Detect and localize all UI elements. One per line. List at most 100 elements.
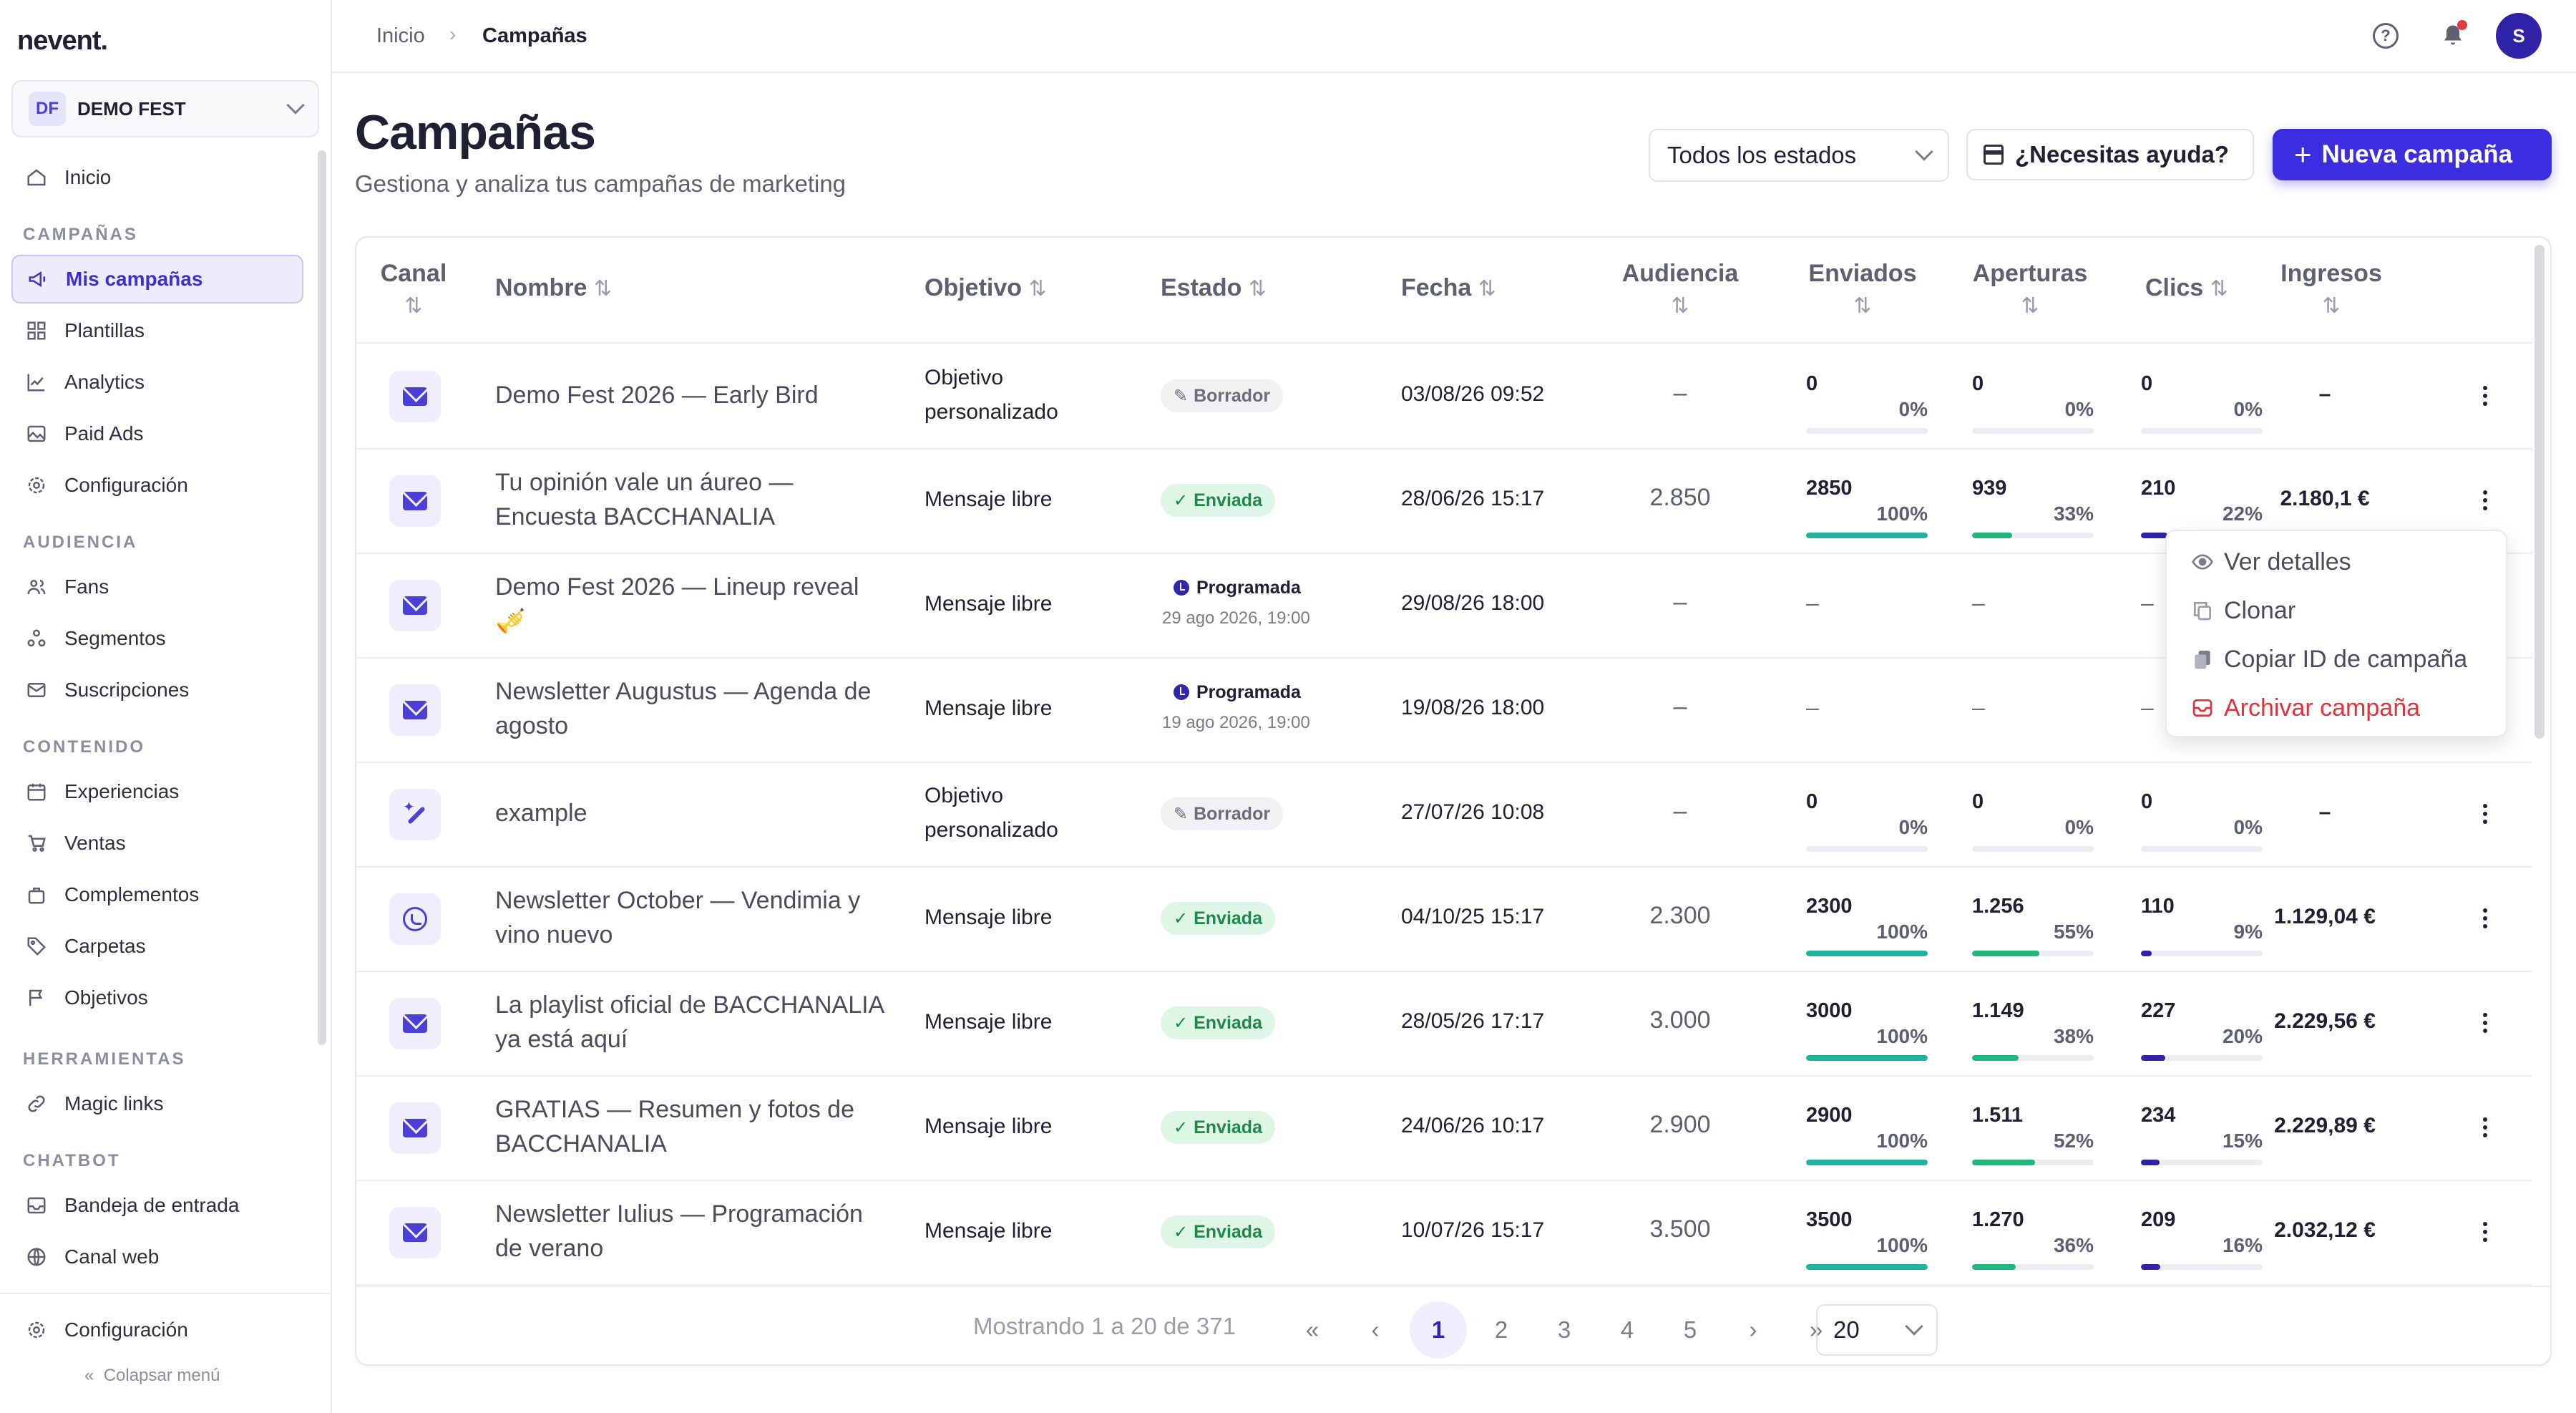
sort-icon[interactable]: ⇅ (2322, 294, 2341, 318)
next-page-button[interactable]: › (1749, 1316, 1757, 1343)
sort-icon[interactable]: ⇅ (593, 277, 613, 301)
sidebar-item-segments[interactable]: Segmentos (11, 614, 303, 663)
campaign-name[interactable]: Newsletter Augustus — Agenda de agosto (495, 678, 872, 739)
table-scrollbar[interactable] (2534, 245, 2545, 739)
bell-icon[interactable] (2440, 21, 2466, 49)
section-campaigns: CAMPAÑAS (23, 225, 138, 244)
table-row[interactable]: example Objetivo personalizado ✎Borrador 27… (356, 762, 2532, 866)
sort-icon[interactable]: ⇅ (1248, 277, 1267, 301)
page-button[interactable]: 4 (1620, 1316, 1634, 1343)
table-row[interactable]: La playlist oficial de BACCHANALIA ya es… (356, 971, 2532, 1075)
sidebar-item-sales[interactable]: Ventas (11, 819, 303, 868)
column-header-enviados[interactable]: Enviados ⇅ (1787, 258, 1938, 322)
column-header-clics[interactable]: Clics ⇅ (2145, 272, 2228, 305)
sort-icon[interactable]: ⇅ (1028, 277, 1047, 301)
table-row[interactable]: Newsletter October — Vendimia y vino nue… (356, 866, 2532, 971)
sidebar-scrollbar[interactable] (318, 150, 326, 1045)
campaign-name[interactable]: example (495, 800, 587, 827)
status-badge: ✎ Borrador (1161, 797, 1284, 830)
page-button[interactable]: 1 (1410, 1301, 1467, 1359)
row-divider (356, 657, 2532, 659)
column-header-objetivo[interactable]: Objetivo ⇅ (924, 272, 1047, 305)
more-actions-icon[interactable] (2474, 800, 2496, 828)
campaign-name[interactable]: Tu opinión vale un áureo — Encuesta BACC… (495, 469, 794, 530)
menu-item-view-details[interactable]: Ver detalles (2191, 544, 2351, 580)
campaign-name[interactable]: Demo Fest 2026 — Lineup reveal 🎺 (495, 573, 859, 635)
more-actions-icon[interactable] (2474, 382, 2496, 410)
column-header-canal[interactable]: Canal ⇅ (364, 258, 464, 322)
pencil-icon: ✎ (1174, 804, 1189, 824)
column-header-audiencia[interactable]: Audiencia ⇅ (1616, 258, 1745, 322)
sort-icon[interactable]: ⇅ (1853, 294, 1872, 318)
page-button[interactable]: 5 (1683, 1316, 1697, 1343)
campaign-name[interactable]: GRATIAS — Resumen y fotos de BACCHANALIA (495, 1096, 854, 1157)
more-actions-icon[interactable] (2474, 1113, 2496, 1142)
sidebar-item-home[interactable]: Inicio (11, 153, 303, 202)
progress-bar (2141, 428, 2263, 434)
prev-page-button[interactable]: ‹ (1371, 1316, 1380, 1343)
menu-item-clone[interactable]: Clonar (2191, 593, 2296, 628)
new-campaign-button[interactable]: + Nueva campaña (2273, 129, 2552, 180)
more-actions-icon[interactable] (2474, 904, 2496, 933)
sidebar-item-label: Paid Ads (64, 422, 144, 445)
collapse-menu-button[interactable]: « Colapsar menú (84, 1366, 220, 1386)
sidebar-item-folders[interactable]: Carpetas (11, 922, 303, 971)
table-row[interactable]: Newsletter Iulius — Programación de vera… (356, 1180, 2532, 1284)
sort-icon[interactable]: ⇅ (1478, 277, 1496, 301)
first-page-button[interactable]: « (1305, 1316, 1319, 1343)
column-header-aperturas[interactable]: Aperturas ⇅ (1955, 258, 2105, 322)
sidebar-item-goals[interactable]: Objetivos (11, 973, 303, 1022)
column-header-nombre[interactable]: Nombre ⇅ (495, 272, 612, 305)
sidebar-item-config[interactable]: Configuración (11, 461, 303, 510)
column-header-estado[interactable]: Estado ⇅ (1161, 272, 1267, 305)
sort-icon[interactable]: ⇅ (2021, 294, 2039, 318)
sort-icon[interactable]: ⇅ (404, 294, 423, 318)
sidebar-item-complements[interactable]: Complementos (11, 870, 303, 919)
column-header-label: Estado (1161, 274, 1242, 301)
breadcrumb-home[interactable]: Inicio (376, 24, 425, 47)
campaign-name[interactable]: La playlist oficial de BACCHANALIA ya es… (495, 991, 884, 1053)
table-row[interactable]: Newsletter Augustus — Agenda de agosto Me… (356, 657, 2532, 762)
sidebar-footer-config[interactable]: Configuración (11, 1306, 303, 1354)
page-button[interactable]: 2 (1494, 1316, 1508, 1343)
campaign-name[interactable]: Newsletter Iulius — Programación de vera… (495, 1200, 863, 1262)
status-label: Borrador (1194, 385, 1271, 406)
sidebar-item-fans[interactable]: Fans (11, 563, 303, 611)
campaign-name[interactable]: Demo Fest 2026 — Early Bird (495, 382, 819, 409)
last-page-button[interactable]: » (1809, 1316, 1823, 1343)
menu-item-copy-id[interactable]: Copiar ID de campaña (2191, 641, 2467, 677)
sidebar-item-subscriptions[interactable]: Suscripciones (11, 666, 303, 714)
sort-icon[interactable]: ⇅ (2210, 277, 2228, 301)
org-selector[interactable]: DF DEMO FEST (11, 80, 319, 137)
sidebar-item-my-campaigns[interactable]: Mis campañas (11, 255, 303, 304)
help-button[interactable]: ¿Necesitas ayuda? (1966, 129, 2254, 180)
sidebar-item-web-channel[interactable]: Canal web (11, 1233, 303, 1281)
per-page-select[interactable]: 20 (1816, 1304, 1938, 1356)
sidebar-item-inbox[interactable]: Bandeja de entrada (11, 1181, 303, 1230)
status-filter-select[interactable]: Todos los estados (1649, 129, 1949, 182)
campaign-date: 28/06/26 15:17 (1401, 487, 1545, 510)
sidebar-item-templates[interactable]: Plantillas (11, 306, 303, 355)
sidebar-item-experiences[interactable]: Experiencias (11, 767, 303, 816)
sidebar-item-label: Analytics (64, 371, 145, 393)
section-chatbot: CHATBOT (23, 1151, 121, 1170)
sidebar-item-magic-links[interactable]: Magic links (11, 1079, 303, 1128)
more-actions-icon[interactable] (2474, 486, 2496, 515)
menu-item-archive[interactable]: Archivar campaña (2191, 690, 2420, 726)
avatar[interactable]: S (2496, 13, 2542, 59)
column-header-ingresos[interactable]: Ingresos ⇅ (2260, 258, 2403, 322)
table-row[interactable]: Tu opinión vale un áureo — Encuesta BACC… (356, 448, 2532, 553)
sidebar-item-analytics[interactable]: Analytics (11, 358, 303, 407)
campaign-name[interactable]: Newsletter October — Vendimia y vino nue… (495, 887, 861, 948)
table-row[interactable]: Demo Fest 2026 — Lineup reveal 🎺 Mensaje … (356, 553, 2532, 657)
table-row[interactable]: GRATIAS — Resumen y fotos de BACCHANALIA… (356, 1075, 2532, 1180)
column-header-fecha[interactable]: Fecha ⇅ (1401, 272, 1496, 305)
help-icon[interactable]: ? (2373, 23, 2399, 49)
table-row[interactable]: Demo Fest 2026 — Early Bird Objetivo pers… (356, 344, 2532, 448)
page-button[interactable]: 3 (1557, 1316, 1571, 1343)
sort-icon[interactable]: ⇅ (1671, 294, 1689, 318)
sidebar-item-paid-ads[interactable]: Paid Ads (11, 409, 303, 458)
more-actions-icon[interactable] (2474, 1218, 2496, 1246)
new-campaign-label: Nueva campaña (2321, 140, 2513, 168)
more-actions-icon[interactable] (2474, 1009, 2496, 1037)
